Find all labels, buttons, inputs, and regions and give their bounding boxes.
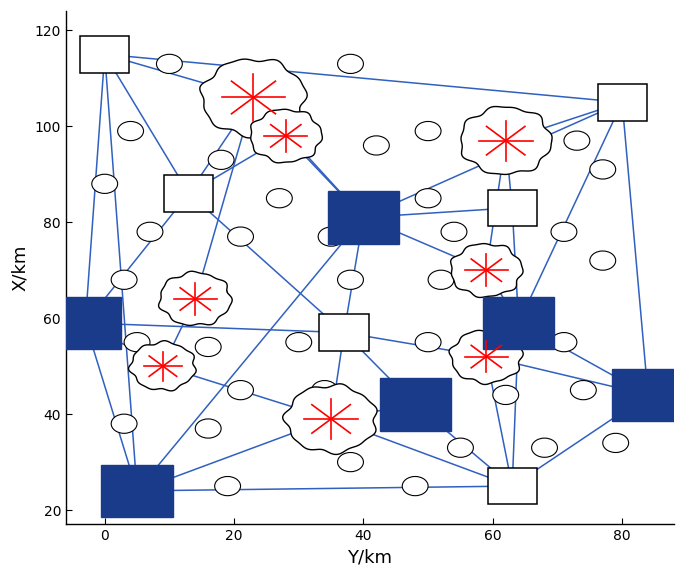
Circle shape <box>564 131 590 150</box>
Polygon shape <box>159 271 232 325</box>
Circle shape <box>137 222 163 242</box>
FancyBboxPatch shape <box>319 314 369 351</box>
FancyBboxPatch shape <box>50 297 121 349</box>
Polygon shape <box>251 109 323 163</box>
Circle shape <box>111 270 137 290</box>
Circle shape <box>92 174 118 194</box>
Circle shape <box>590 251 616 270</box>
Circle shape <box>571 380 596 400</box>
Circle shape <box>532 438 558 457</box>
FancyBboxPatch shape <box>488 468 537 505</box>
Circle shape <box>195 338 221 357</box>
Circle shape <box>312 380 338 400</box>
Circle shape <box>318 227 344 246</box>
Circle shape <box>208 150 234 169</box>
FancyBboxPatch shape <box>483 297 554 349</box>
Circle shape <box>195 419 221 438</box>
Circle shape <box>266 188 292 208</box>
Polygon shape <box>449 330 523 384</box>
Circle shape <box>415 332 441 352</box>
Polygon shape <box>451 243 523 298</box>
FancyBboxPatch shape <box>488 190 537 226</box>
FancyBboxPatch shape <box>612 369 684 421</box>
Circle shape <box>227 380 253 400</box>
FancyBboxPatch shape <box>328 191 399 244</box>
FancyBboxPatch shape <box>597 84 647 120</box>
Circle shape <box>551 332 577 352</box>
Circle shape <box>441 222 467 242</box>
Circle shape <box>338 270 364 290</box>
Circle shape <box>201 284 227 304</box>
Circle shape <box>551 222 577 242</box>
Circle shape <box>590 160 616 179</box>
Circle shape <box>338 54 364 73</box>
Circle shape <box>111 414 137 434</box>
Y-axis label: X/km: X/km <box>11 244 29 291</box>
Circle shape <box>338 453 364 472</box>
FancyBboxPatch shape <box>80 36 129 72</box>
Circle shape <box>214 476 240 496</box>
Circle shape <box>493 323 519 342</box>
FancyBboxPatch shape <box>379 378 451 431</box>
Circle shape <box>364 136 389 155</box>
Circle shape <box>603 434 629 453</box>
Polygon shape <box>461 106 552 175</box>
Circle shape <box>118 121 144 140</box>
Circle shape <box>409 386 434 405</box>
Circle shape <box>402 476 428 496</box>
Polygon shape <box>200 59 307 138</box>
FancyBboxPatch shape <box>101 465 173 517</box>
Circle shape <box>447 438 473 457</box>
Circle shape <box>286 332 312 352</box>
Polygon shape <box>129 340 196 391</box>
X-axis label: Y/km: Y/km <box>347 549 393 567</box>
Circle shape <box>415 121 441 140</box>
Circle shape <box>493 386 519 405</box>
Circle shape <box>227 227 253 246</box>
Circle shape <box>156 54 182 73</box>
Circle shape <box>124 332 150 352</box>
Polygon shape <box>283 384 377 454</box>
FancyBboxPatch shape <box>164 175 213 212</box>
Circle shape <box>428 270 454 290</box>
Circle shape <box>415 188 441 208</box>
